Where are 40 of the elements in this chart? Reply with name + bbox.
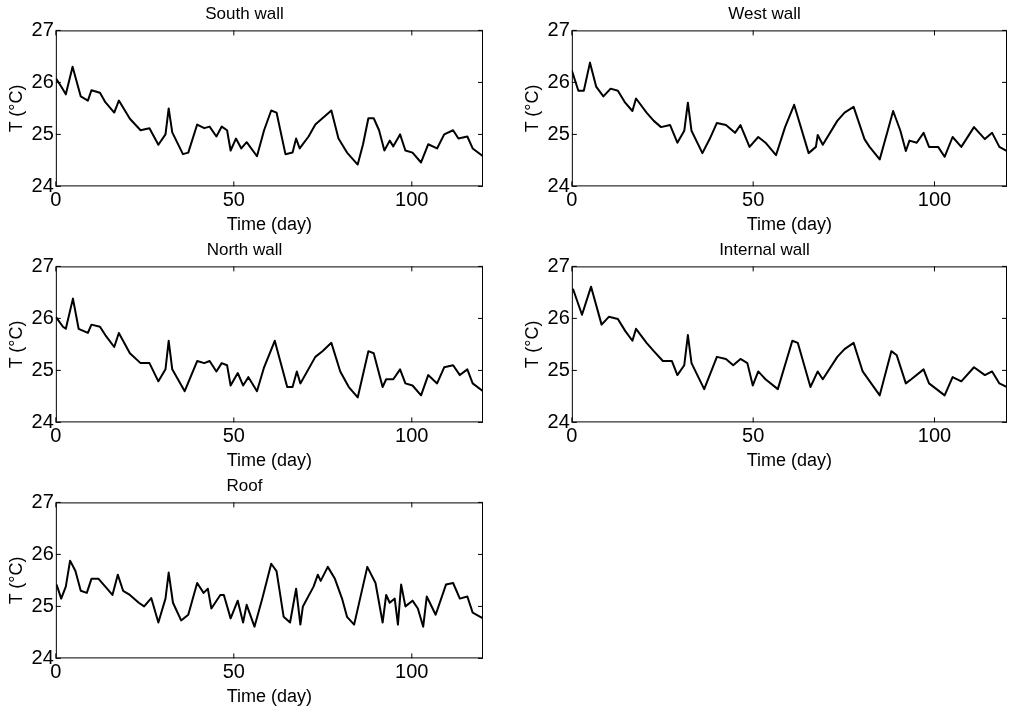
x-tick-label: 50 [742, 423, 765, 446]
y-tick-label: 25 [31, 593, 54, 616]
y-axis-title: T (°C) [5, 556, 26, 605]
x-tick-label: 50 [222, 187, 245, 210]
x-axis-title: Time (day) [746, 450, 833, 471]
y-tick-label: 27 [31, 489, 54, 512]
y-tick-label: 25 [547, 357, 570, 380]
y-axis-title: T (°C) [521, 320, 542, 369]
x-tick-label: 100 [917, 423, 952, 446]
y-axis-title: T (°C) [5, 320, 26, 369]
y-axis-title: T (°C) [521, 84, 542, 133]
y-tick-label: 26 [31, 541, 54, 564]
x-tick-label: 50 [222, 659, 245, 682]
y-axis-title: T (°C) [5, 84, 26, 133]
y-tick-label: 27 [31, 253, 54, 276]
y-tick-label: 26 [547, 305, 570, 328]
chart-title: Roof [226, 475, 263, 495]
x-axis-title: Time (day) [226, 686, 313, 707]
y-tick-label: 25 [547, 121, 570, 144]
x-tick-label: 100 [395, 423, 429, 446]
y-tick-label: 27 [547, 17, 570, 40]
x-tick-label: 100 [917, 187, 952, 210]
x-axis-title: Time (day) [226, 214, 313, 235]
x-tick-label: 50 [222, 423, 245, 446]
chart-title: West wall [728, 3, 801, 23]
y-tick-label: 27 [547, 253, 570, 276]
y-tick-label: 26 [547, 69, 570, 92]
y-tick-label: 25 [31, 357, 54, 380]
y-tick-label: 27 [31, 17, 54, 40]
chart-title: South wall [205, 3, 284, 23]
y-tick-label: 25 [31, 121, 54, 144]
x-tick-label: 50 [742, 187, 765, 210]
x-tick-label: 100 [395, 187, 429, 210]
y-tick-label: 26 [31, 69, 54, 92]
chart-title: North wall [206, 239, 283, 259]
x-axis-title: Time (day) [746, 214, 833, 235]
y-tick-label: 26 [31, 305, 54, 328]
chart-title: Internal wall [719, 239, 810, 259]
x-tick-label: 100 [395, 659, 429, 682]
x-axis-title: Time (day) [226, 450, 313, 471]
